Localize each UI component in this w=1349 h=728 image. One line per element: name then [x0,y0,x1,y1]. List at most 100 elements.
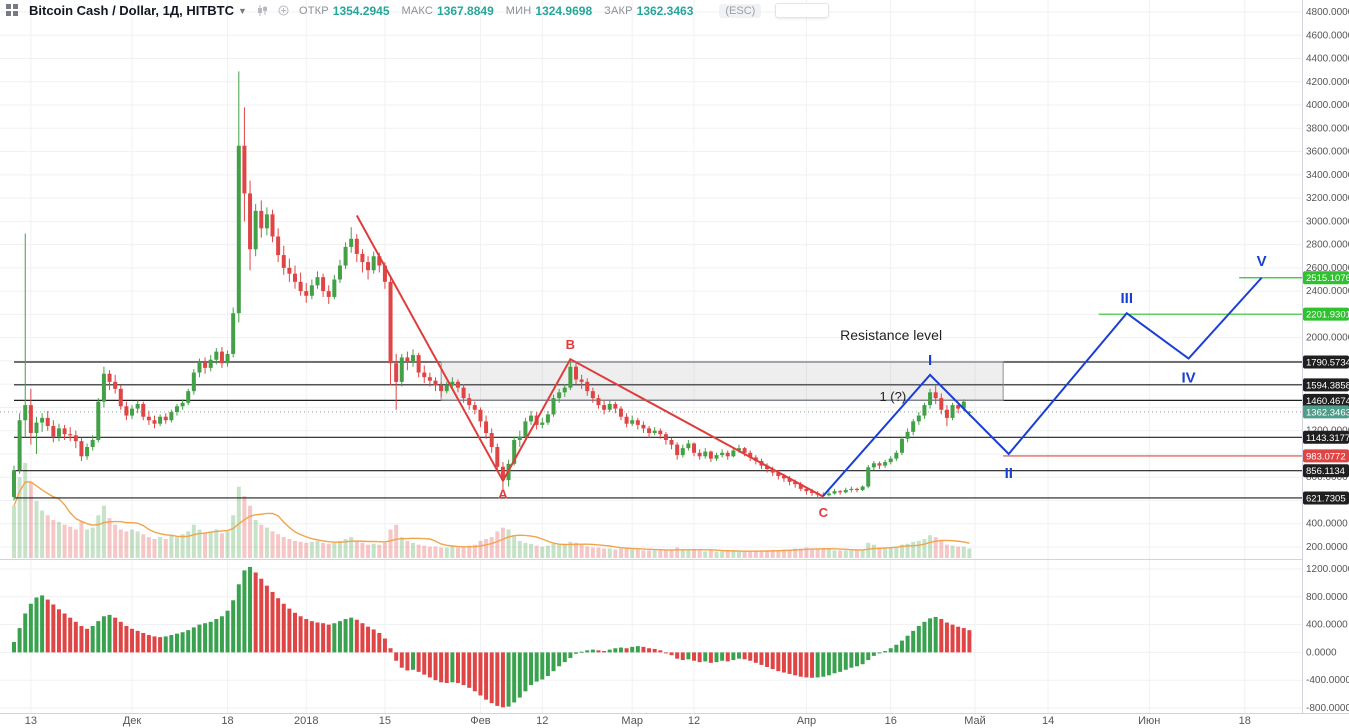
price-tick-label: 3200.0000 [1306,193,1349,204]
histogram-bar [191,627,196,653]
histogram-bar [259,578,264,653]
candle [478,409,483,422]
histogram-bar [371,629,376,653]
time-tick-label: Май [964,715,986,727]
histogram-bar [382,638,387,653]
histogram-bar [17,628,22,653]
time-tick-label: 13 [25,715,37,727]
histogram-bar [51,604,56,653]
candle [186,391,191,403]
axis-price-flag-text: 983.0772 [1306,451,1346,462]
histogram-bar [557,652,562,667]
axis-price-flag [1303,464,1349,478]
histogram-bar [770,652,775,670]
candle [883,462,888,466]
histogram-bar [933,616,938,653]
grid-icon[interactable] [6,4,19,17]
histogram-bar [877,652,882,654]
candle [500,466,505,481]
annotation-text: Resistance level [840,327,942,343]
histogram-bar [489,652,494,704]
candle [596,398,601,406]
candle [382,265,387,282]
candle [748,452,753,458]
candle [146,416,151,421]
histogram-bar [169,635,174,653]
candle [349,238,354,247]
axis-price-flag-text: 621.7305 [1306,493,1346,504]
ohlc-close: ЗАКР 1362.3463 [604,4,693,18]
candle [101,373,106,402]
wave-label: A [498,487,508,502]
histogram-bar [411,652,416,670]
histogram-bar [484,652,489,700]
candlesticks [12,71,972,501]
ohlc-close-label: ЗАКР [604,4,633,17]
candle [781,476,786,479]
histogram-bar [281,603,286,653]
histogram-bar [96,621,101,653]
histogram-bar [309,621,314,653]
chart-legend: Bitcoin Cash / Dollar, 1Д, HITBTC ▼ ОТКР… [6,3,830,18]
histogram-bars [12,566,972,708]
wave-label: I [928,352,932,369]
histogram-bar [416,652,421,672]
chart-annotations[interactable]: Resistance level 1 (?) [840,327,942,404]
histogram-bar [860,652,865,665]
candle [922,405,927,416]
chart-style-icon[interactable] [257,5,268,16]
candle [686,443,691,449]
time-axis[interactable]: 13 Дек 18 2018 15 Фев 12 Мар 12 Апр 16 Май 14 Июн 18 [0,713,1349,728]
candle [450,381,455,386]
histogram-bar [652,648,657,653]
histogram-bar [405,652,410,671]
candle [529,415,534,422]
candle [697,452,702,457]
histogram-bar [798,652,803,677]
histogram-bar [630,646,635,653]
histogram-bar [731,652,736,661]
histogram-bar [736,652,741,659]
candle [203,362,208,368]
symbol-title[interactable]: Bitcoin Cash / Dollar, 1Д, HITBTC ▼ [29,3,247,18]
histogram-bar [596,650,601,653]
histogram-bar [950,624,955,653]
annotation-text: 1 (?) [879,389,906,404]
candle [79,441,84,457]
wave-red-abc[interactable]: A B C [355,215,829,520]
candle [523,421,528,437]
axis-price-flag [1303,405,1349,419]
resistance-box[interactable] [440,361,1004,401]
histogram-bar [708,652,713,663]
price-axis[interactable]: 200.0000400.0000600.0000800.00001000.000… [1302,0,1349,728]
histogram-bar [821,652,826,677]
wave-label: IV [1181,370,1195,387]
histogram-bar [461,652,466,686]
histogram-bar [675,652,680,659]
candle [118,388,123,407]
histogram-bar [793,652,798,676]
histogram-bar [545,652,550,677]
histogram-bar [455,652,460,683]
histogram-bar [781,652,786,673]
candle [439,385,444,392]
candle [354,238,359,254]
time-tick-label: Июн [1138,715,1160,727]
histogram-bar [551,652,556,672]
candle [304,291,309,296]
candle [933,392,938,399]
candle [236,145,241,314]
candle [652,430,657,434]
compare-icon[interactable] [278,5,289,16]
histogram-bar [208,621,213,653]
histogram-bar [939,619,944,653]
candle [130,408,135,416]
candle [34,422,39,434]
time-tick-label: 15 [379,715,391,727]
histogram-bar [287,608,292,653]
wave-label: III [1121,290,1134,307]
candle [708,451,713,459]
